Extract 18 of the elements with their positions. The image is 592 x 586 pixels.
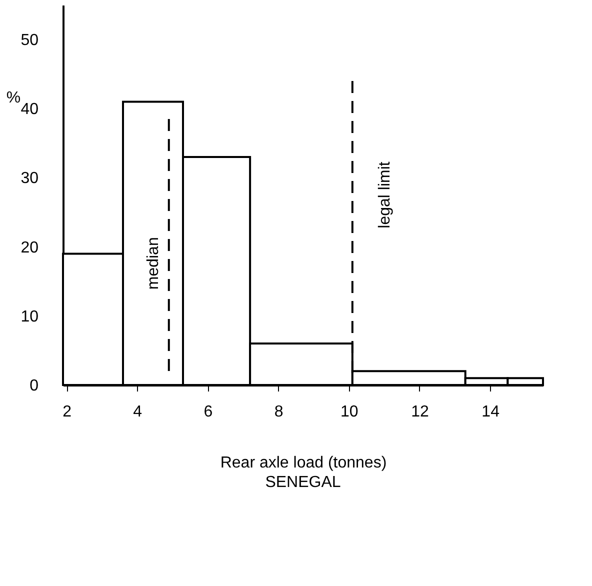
x-tick-label: 6: [204, 404, 213, 420]
x-tick-label: 8: [274, 404, 284, 420]
y-tick-label: 40: [20, 101, 39, 118]
y-tick-label: 20: [20, 239, 39, 256]
x-tick-label: 14: [482, 404, 500, 420]
y-tick-label: 50: [20, 32, 39, 50]
y-tick-label: 10: [20, 308, 39, 326]
ref-line-label: legal limit: [376, 161, 394, 228]
ref-line-label: median: [144, 237, 162, 290]
y-tick-label: 0: [30, 378, 39, 394]
x-tick-label: 10: [340, 404, 358, 420]
x-tick-label: 4: [133, 404, 142, 420]
text: SENEGAL: [265, 474, 341, 491]
y-axis-title: %: [6, 90, 21, 106]
y-tick-label: 30: [20, 170, 39, 188]
x-tick-label: 2: [62, 404, 72, 420]
x-axis-title: Rear axle load (tonnes): [220, 454, 387, 472]
x-tick-label: 12: [411, 404, 429, 420]
